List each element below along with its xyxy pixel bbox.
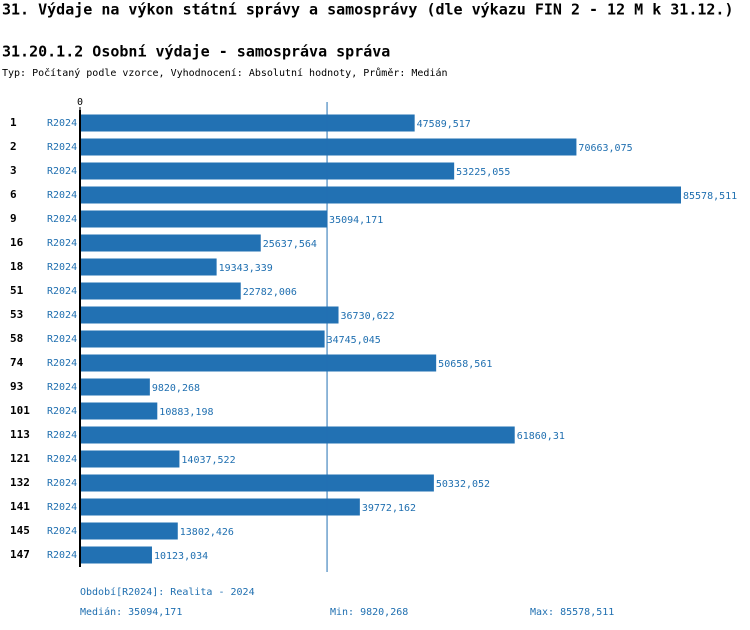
bar — [81, 474, 434, 492]
chart-title: 31. Výdaje na výkon státní správy a samo… — [2, 1, 734, 19]
series-label: R2024 — [47, 406, 77, 417]
value-label: 47589,517 — [417, 119, 471, 130]
bar — [81, 546, 152, 564]
series-label: R2024 — [47, 358, 77, 369]
bar — [81, 402, 158, 420]
footer-period: Období[R2024]: Realita - 2024 — [80, 586, 255, 598]
value-label: 53225,055 — [456, 167, 510, 178]
value-label: 10123,034 — [154, 551, 208, 562]
series-label: R2024 — [47, 238, 77, 249]
value-label: 50658,561 — [438, 359, 492, 370]
bar — [81, 306, 339, 324]
value-label: 22782,006 — [243, 287, 297, 298]
bar — [81, 522, 178, 540]
row-label: 6 — [10, 188, 17, 201]
bar — [81, 282, 241, 300]
row-label: 121 — [10, 452, 30, 465]
series-label: R2024 — [47, 262, 77, 273]
value-label: 61860,31 — [517, 431, 565, 442]
row-label: 3 — [10, 164, 17, 177]
series-label: R2024 — [47, 166, 77, 177]
row-label: 2 — [10, 140, 17, 153]
row-label: 18 — [10, 260, 23, 273]
series-label: R2024 — [47, 454, 77, 465]
value-label: 34745,045 — [327, 335, 381, 346]
bar — [81, 498, 360, 516]
series-label: R2024 — [47, 478, 77, 489]
value-label: 25637,564 — [263, 239, 317, 250]
row-label: 141 — [10, 500, 30, 513]
bar — [81, 426, 515, 444]
value-label: 13802,426 — [180, 527, 234, 538]
series-label: R2024 — [47, 502, 77, 513]
series-label: R2024 — [47, 214, 77, 225]
series-label: R2024 — [47, 334, 77, 345]
bar — [81, 378, 150, 396]
bar — [81, 330, 325, 348]
bar — [81, 138, 577, 156]
row-label: 113 — [10, 428, 30, 441]
series-label: R2024 — [47, 142, 77, 153]
chart-note: Typ: Počítaný podle vzorce, Vyhodnocení:… — [2, 67, 448, 79]
series-label: R2024 — [47, 550, 77, 561]
row-label: 74 — [10, 356, 24, 369]
value-label: 70663,075 — [578, 143, 632, 154]
series-label: R2024 — [47, 526, 77, 537]
series-label: R2024 — [47, 190, 77, 201]
bar — [81, 354, 437, 372]
row-label: 147 — [10, 548, 30, 561]
row-label: 1 — [10, 116, 17, 129]
footer-max: Max: 85578,511 — [530, 607, 614, 618]
bar — [81, 450, 180, 468]
bar — [81, 114, 415, 132]
row-label: 93 — [10, 380, 23, 393]
row-label: 132 — [10, 476, 30, 489]
footer-min: Min: 9820,268 — [330, 607, 408, 618]
row-label: 51 — [10, 284, 24, 297]
bar — [81, 186, 681, 204]
bar — [81, 210, 328, 228]
series-label: R2024 — [47, 118, 77, 129]
value-label: 39772,162 — [362, 503, 416, 514]
footer-median: Medián: 35094,171 — [80, 606, 182, 618]
row-label: 101 — [10, 404, 30, 417]
value-label: 35094,171 — [329, 215, 383, 226]
value-label: 14037,522 — [181, 455, 235, 466]
row-label: 53 — [10, 308, 23, 321]
value-label: 36730,622 — [341, 311, 395, 322]
value-label: 9820,268 — [152, 383, 200, 394]
series-label: R2024 — [47, 382, 77, 393]
x-tick-label: 0 — [77, 97, 83, 108]
chart-subtitle: 31.20.1.2 Osobní výdaje - samospráva spr… — [2, 43, 390, 61]
row-label: 145 — [10, 524, 30, 537]
bar — [81, 234, 261, 252]
value-label: 50332,052 — [436, 479, 490, 490]
series-label: R2024 — [47, 430, 77, 441]
value-label: 10883,198 — [159, 407, 213, 418]
row-label: 16 — [10, 236, 24, 249]
series-label: R2024 — [47, 310, 77, 321]
row-label: 58 — [10, 332, 23, 345]
series-label: R2024 — [47, 286, 77, 297]
bar — [81, 258, 217, 276]
value-label: 19343,339 — [219, 263, 273, 274]
bar — [81, 162, 455, 180]
row-label: 9 — [10, 212, 17, 225]
value-label: 85578,511 — [683, 191, 737, 202]
